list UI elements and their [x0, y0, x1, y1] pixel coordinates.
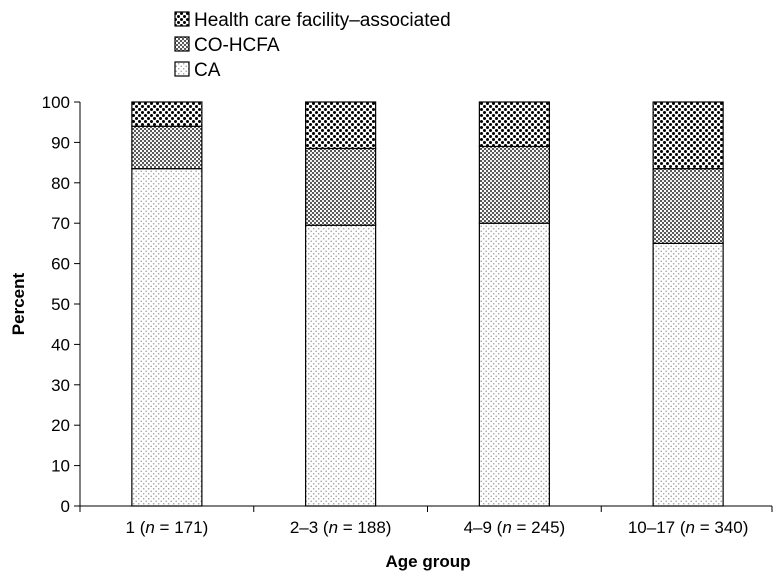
x-category-label: 10–17 (n = 340) [628, 518, 749, 537]
x-category-label: 1 (n = 171) [126, 518, 209, 537]
bars [131, 101, 724, 507]
y-tick-label: 10 [51, 457, 70, 476]
y-tick-label: 70 [51, 214, 70, 233]
y-tick-label: 20 [51, 416, 70, 435]
y-tick-label: 50 [51, 295, 70, 314]
bar-segment-ca [305, 224, 377, 507]
y-tick-label: 60 [51, 255, 70, 274]
y-tick-label: 30 [51, 376, 70, 395]
bar-segment-ca [131, 168, 203, 507]
legend: Health care facility–associated CO-HCFA CA [174, 10, 451, 81]
legend-label: CO-HCFA [194, 35, 280, 56]
legend-swatch [174, 36, 190, 52]
bar-segment-health-care-facility-associated [652, 101, 724, 170]
x-category-label: 2–3 (n = 188) [290, 518, 392, 537]
x-axis: 1 (n = 171) 2–3 (n = 188) 4–9 (n = 245) 10–… [79, 505, 773, 537]
y-tick-label: 0 [61, 497, 70, 516]
y-tick-label: 100 [42, 93, 70, 112]
x-axis-title: Age group [386, 552, 471, 571]
bar-segment-health-care-facility-associated [131, 101, 203, 127]
y-tick-label: 40 [51, 335, 70, 354]
legend-swatch [174, 11, 190, 27]
x-category-label: 4–9 (n = 245) [464, 518, 566, 537]
bar-segment-co-hcfa [478, 145, 550, 224]
legend-label: Health care facility–associated [194, 10, 451, 31]
legend-label: CA [194, 60, 221, 81]
y-tick-label: 80 [51, 174, 70, 193]
y-axis-title: Percent [9, 272, 28, 335]
bar-segment-ca [652, 242, 724, 507]
y-tick-label: 90 [51, 133, 70, 152]
bar-segment-co-hcfa [652, 168, 724, 245]
bar-segment-ca [478, 222, 550, 507]
bar-segment-health-care-facility-associated [305, 101, 377, 150]
bar-segment-co-hcfa [131, 125, 203, 170]
bar-segment-co-hcfa [305, 147, 377, 226]
legend-swatch [174, 61, 190, 77]
y-axis: 0 10 20 30 40 50 60 70 80 90 100 [42, 93, 81, 516]
bar-segment-health-care-facility-associated [478, 101, 550, 148]
